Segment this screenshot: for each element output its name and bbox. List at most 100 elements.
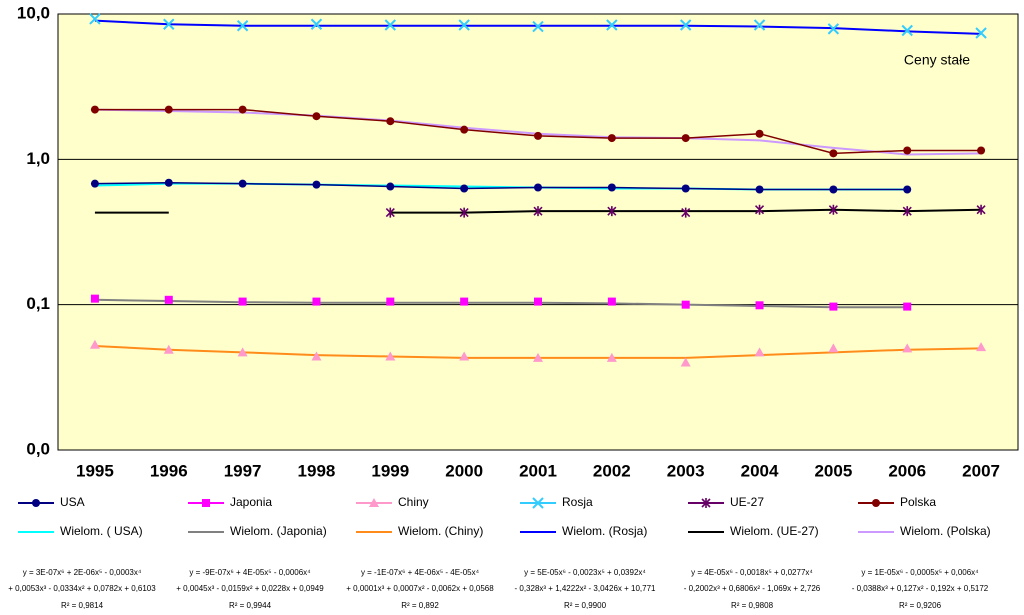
x-tick-label: 1998	[298, 461, 336, 480]
data-point	[828, 204, 838, 215]
data-point	[533, 206, 543, 217]
x-tick-label: 1997	[224, 461, 262, 480]
data-point	[460, 184, 469, 193]
x-tick-label: 1999	[371, 461, 409, 480]
data-point	[238, 179, 247, 188]
y-tick-label: 0,0	[26, 439, 50, 458]
legend-marker	[32, 499, 40, 507]
data-point	[90, 294, 99, 303]
trend-equation: - 0,328x³ + 1,4222x² - 3,0426x + 10,771	[515, 584, 657, 593]
trend-equation: R² = 0,892	[401, 601, 439, 610]
data-point	[679, 19, 692, 31]
trend-equation: R² = 0,9900	[564, 601, 607, 610]
legend-marker	[701, 498, 711, 508]
data-point	[829, 302, 838, 311]
data-point	[312, 112, 321, 121]
trend-equation: + 0,0001x³ + 0,0007x² - 0,0062x + 0,0568	[346, 584, 494, 593]
trend-equation: R² = 0,9206	[899, 601, 942, 610]
data-point	[606, 19, 618, 31]
legend-marker	[872, 499, 880, 507]
data-point	[827, 23, 840, 35]
data-point	[755, 301, 764, 310]
data-point	[534, 297, 542, 306]
data-point	[903, 146, 912, 155]
x-tick-label: 2005	[814, 461, 852, 480]
data-point	[238, 297, 247, 306]
x-tick-label: 1995	[76, 461, 114, 480]
data-point	[977, 146, 986, 155]
legend-label: Rosja	[562, 495, 593, 509]
y-tick-label: 1,0	[26, 149, 50, 168]
trend-equation: - 0,0388x³ + 0,127x² - 0,192x + 0,5172	[852, 584, 989, 593]
data-point	[903, 302, 912, 311]
legend-label: USA	[60, 495, 85, 509]
data-point	[681, 134, 690, 143]
trend-equation: y = -1E-07x⁶ + 4E-06x⁵ - 4E-05x⁴	[361, 568, 480, 577]
data-point	[681, 300, 690, 309]
data-point	[90, 179, 99, 188]
data-point	[459, 207, 469, 218]
trend-equation: y = 5E-05x⁶ - 0,0023x⁵ + 0,0392x⁴	[524, 568, 646, 577]
x-tick-label: 2007	[962, 461, 1000, 480]
data-point	[310, 18, 323, 30]
data-point	[607, 297, 616, 306]
data-point	[681, 207, 691, 218]
trend-equation: R² = 0,9808	[731, 601, 774, 610]
data-point	[754, 347, 765, 357]
data-point	[681, 184, 690, 193]
data-point	[828, 343, 839, 353]
data-point	[902, 343, 913, 353]
trend-equation: R² = 0,9944	[229, 601, 272, 610]
legend-label: Polska	[900, 495, 936, 509]
data-point	[237, 347, 248, 357]
legend-label: Wielom. (Japonia)	[230, 524, 327, 538]
data-point	[386, 117, 395, 126]
data-point	[753, 19, 766, 31]
x-tick-label: 2000	[445, 461, 483, 480]
x-tick-label: 2006	[888, 461, 926, 480]
data-point	[460, 125, 469, 134]
data-point	[829, 185, 838, 194]
data-point	[607, 183, 616, 192]
data-point	[238, 105, 247, 114]
data-point	[311, 351, 322, 361]
data-point	[385, 351, 396, 361]
x-tick-label: 2003	[667, 461, 705, 480]
trend-equation: y = 4E-05x⁶ - 0,0018x⁵ + 0,0277x⁴	[691, 568, 813, 577]
data-point	[460, 297, 469, 306]
trend-equation: y = -9E-07x⁶ + 4E-05x⁵ - 0,0006x⁴	[189, 568, 311, 577]
trend-equation: + 0,0045x³ - 0,0159x² + 0,0228x + 0,0949	[176, 584, 324, 593]
x-tick-label: 2001	[519, 461, 557, 480]
data-point	[89, 13, 101, 25]
y-tick-label: 0,1	[26, 294, 50, 313]
legend-label: Wielom. ( USA)	[60, 524, 143, 538]
data-point	[164, 105, 173, 114]
data-point	[534, 131, 542, 140]
trend-equation: y = 1E-05x⁶ - 0,0005x⁵ + 0,006x⁴	[861, 568, 979, 577]
data-point	[384, 19, 397, 31]
data-point	[902, 206, 912, 217]
y-tick-label: 10,0	[17, 3, 50, 22]
legend-label: Japonia	[230, 495, 272, 509]
x-tick-label: 1996	[150, 461, 188, 480]
data-point	[976, 204, 986, 215]
legend-marker	[532, 497, 544, 509]
data-point	[534, 183, 542, 192]
data-point	[386, 182, 395, 191]
series-line	[94, 182, 908, 191]
trend-equation: - 0,2002x³ + 0,6806x² - 1,069x + 2,726	[684, 584, 821, 593]
data-point	[163, 344, 174, 354]
data-point	[458, 19, 470, 31]
data-point	[164, 178, 173, 187]
data-point	[903, 185, 912, 194]
data-point	[163, 18, 175, 30]
legend-marker	[202, 499, 210, 507]
data-point	[829, 149, 838, 158]
data-point	[236, 20, 249, 32]
data-point	[312, 297, 321, 306]
legend-marker	[369, 498, 379, 507]
trend-equation: R² = 0,9814	[61, 601, 104, 610]
data-point	[385, 207, 395, 218]
data-point	[90, 105, 99, 114]
